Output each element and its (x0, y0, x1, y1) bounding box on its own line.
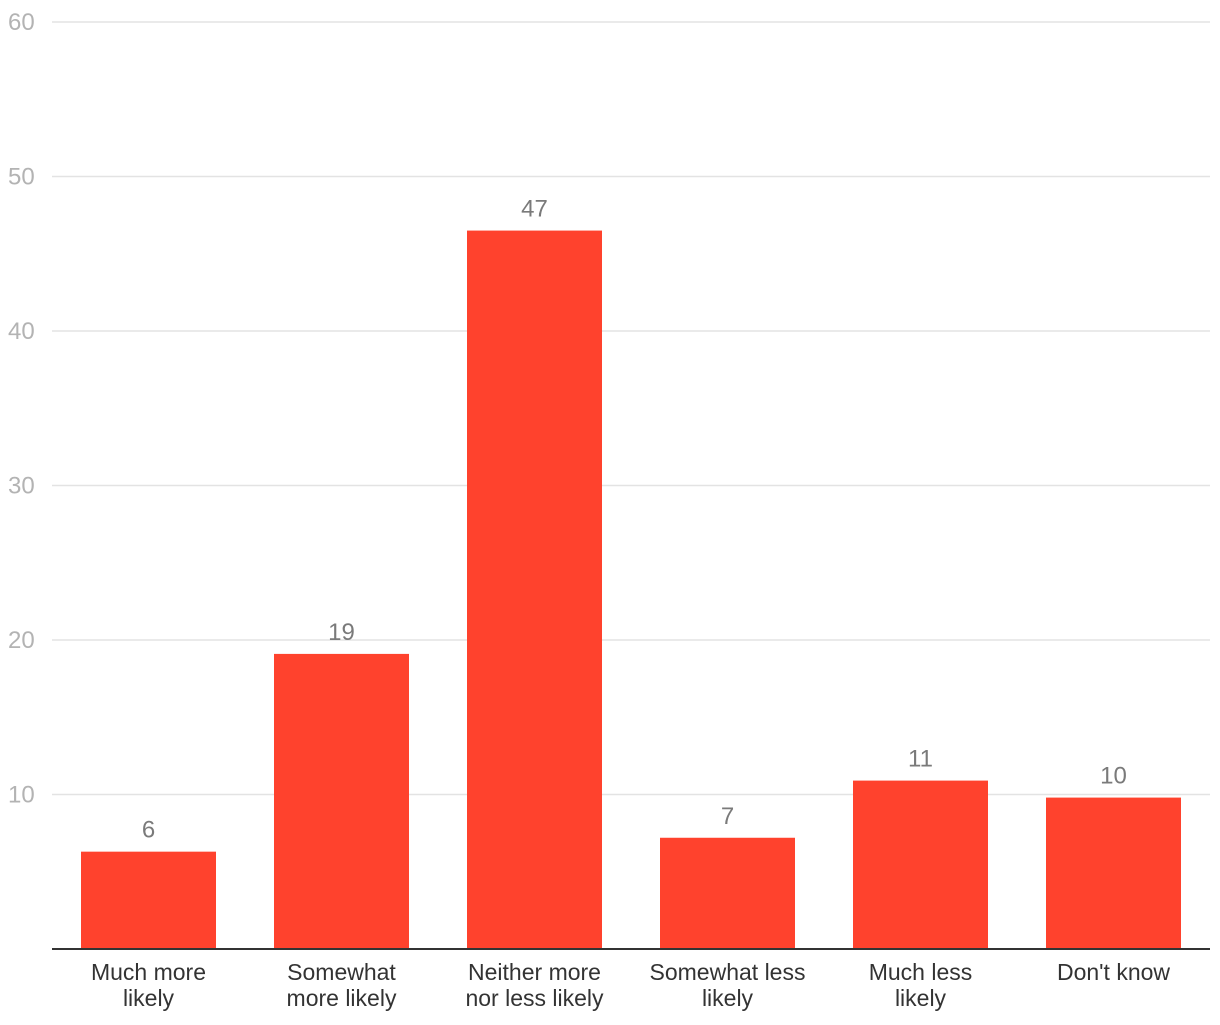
x-tick-label: likely (123, 985, 175, 1011)
bar (853, 780, 988, 949)
data-label: 11 (908, 746, 933, 773)
y-tick-label: 50 (8, 164, 35, 191)
y-tick-label: 10 (8, 782, 35, 809)
bar (81, 851, 216, 949)
x-tick-label: Somewhat (287, 959, 396, 985)
data-label: 10 (1100, 763, 1127, 790)
data-label: 19 (328, 619, 355, 646)
data-labels: 6 19 47 7 11 10 (142, 196, 1127, 844)
x-tick-label: likely (702, 985, 754, 1011)
x-tick-label: Somewhat less (650, 959, 806, 985)
bar (467, 230, 602, 949)
gridlines (52, 21, 1210, 796)
bar (660, 837, 795, 949)
data-label: 47 (521, 196, 548, 223)
x-tick-label: Much less (869, 959, 973, 985)
bars (81, 230, 1181, 949)
x-tick-label: likely (895, 985, 947, 1011)
data-label: 6 (142, 817, 155, 844)
y-axis-ticks: 10 20 30 40 50 60 (8, 9, 35, 809)
y-tick-label: 60 (8, 9, 35, 36)
bar (1046, 797, 1181, 949)
x-tick-label: Much more (91, 959, 206, 985)
bar (274, 653, 409, 949)
y-tick-label: 40 (8, 318, 35, 345)
x-tick-label: Don't know (1057, 959, 1170, 985)
x-tick-label: nor less likely (465, 985, 604, 1011)
data-label: 7 (721, 803, 734, 830)
y-tick-label: 30 (8, 473, 35, 500)
y-tick-label: 20 (8, 627, 35, 654)
x-tick-label: Neither more (468, 959, 601, 985)
x-tick-label: more likely (287, 985, 397, 1011)
